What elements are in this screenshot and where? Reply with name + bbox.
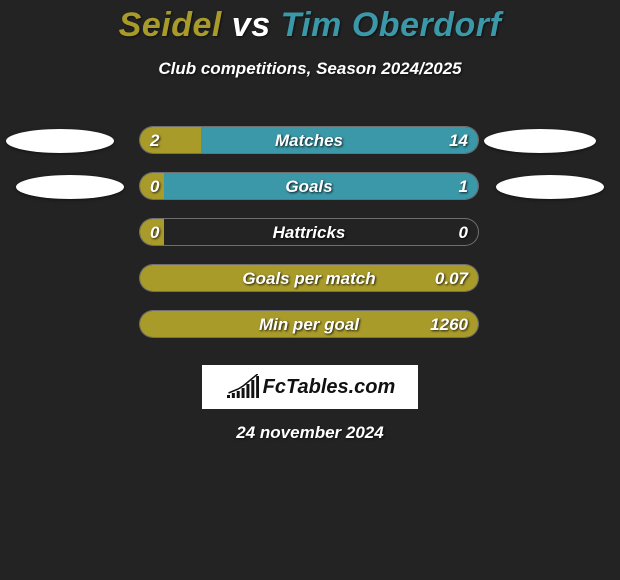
bar-left: [140, 265, 478, 291]
decorative-ellipse: [496, 175, 604, 199]
comparison-card: Seidel vs Tim Oberdorf Club competitions…: [0, 0, 620, 443]
vs-word: vs: [232, 6, 271, 44]
stat-rows: 214Matches01Goals00Hattricks0.07Goals pe…: [0, 117, 620, 347]
bar-left: [140, 311, 478, 337]
bar-track: 214Matches: [139, 126, 479, 154]
bar-track: 0.07Goals per match: [139, 264, 479, 292]
stat-row: 0 0Hattricks: [0, 209, 620, 255]
logo-box: FcTables.com: [202, 365, 418, 409]
value-right: 1: [459, 173, 468, 200]
value-right: 0: [459, 219, 468, 246]
bar-label: Hattricks: [140, 219, 478, 246]
bar-track: 1260Min per goal: [139, 310, 479, 338]
value-right: 1260: [430, 311, 468, 338]
stat-row: 0.07Goals per match: [0, 255, 620, 301]
player1-name: Seidel: [119, 6, 222, 44]
decorative-ellipse: [6, 129, 114, 153]
value-left: 0: [150, 219, 159, 246]
value-right: 14: [449, 127, 468, 154]
subtitle: Club competitions, Season 2024/2025: [0, 59, 620, 79]
bar-right: [164, 173, 478, 199]
player2-name: Tim Oberdorf: [281, 6, 502, 44]
bar-track: 01Goals: [139, 172, 479, 200]
date-line: 24 november 2024: [0, 423, 620, 443]
value-left: 0: [150, 173, 159, 200]
page-title: Seidel vs Tim Oberdorf: [0, 6, 620, 45]
value-right: 0.07: [435, 265, 468, 292]
value-left: 2: [150, 127, 159, 154]
logo-text: FcTables.com: [263, 376, 396, 399]
bar-right: [201, 127, 478, 153]
decorative-ellipse: [16, 175, 124, 199]
stat-row: 1260Min per goal: [0, 301, 620, 347]
decorative-ellipse: [484, 129, 596, 153]
logo-bars-icon: [225, 374, 259, 400]
bar-track: 0 0Hattricks: [139, 218, 479, 246]
